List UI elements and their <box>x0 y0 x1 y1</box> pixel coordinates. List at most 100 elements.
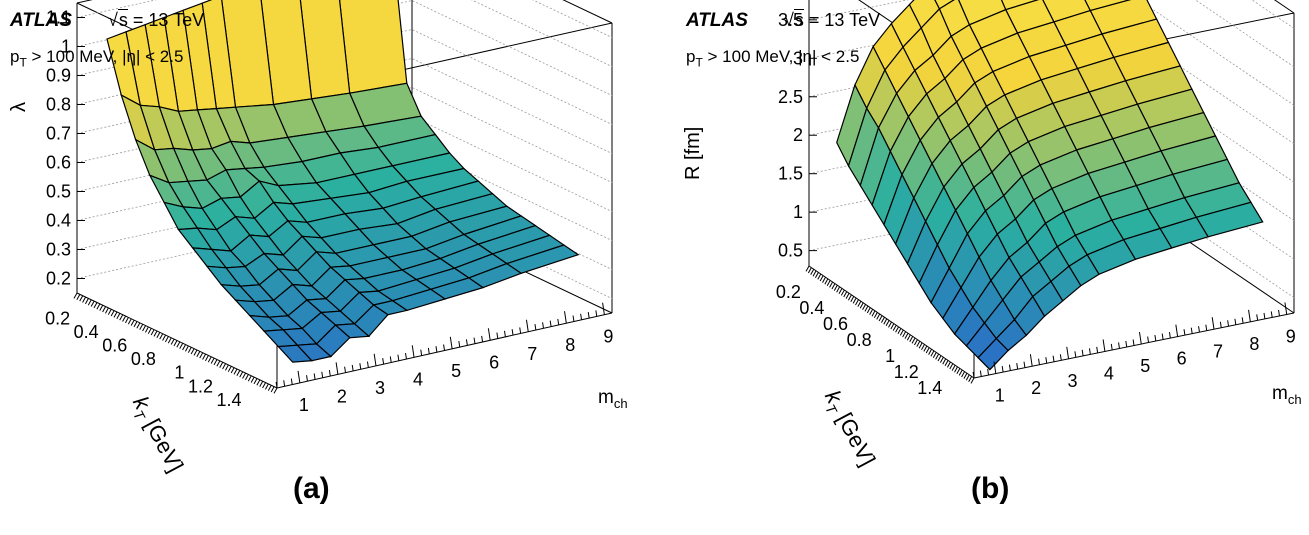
mch-tick <box>564 311 567 324</box>
mch-tick <box>572 315 575 322</box>
mch-tick <box>1016 363 1019 370</box>
mch-tick <box>1205 324 1208 331</box>
mch-tick <box>1045 357 1048 364</box>
mch-tick-label: 8 <box>565 335 575 355</box>
kt-tick <box>82 296 87 303</box>
kt-tick <box>167 337 172 344</box>
mch-tick <box>397 354 400 361</box>
mch-tick <box>1241 317 1244 324</box>
kt-tick <box>942 358 947 365</box>
kt-tick <box>928 348 933 355</box>
mch-tick <box>411 345 415 358</box>
mch-tick <box>290 378 293 385</box>
kt-tick-label: 0.6 <box>102 336 127 356</box>
kt-tick <box>199 352 204 359</box>
kt-tick <box>202 353 207 360</box>
mch-tick <box>1059 354 1062 361</box>
kt-tick <box>216 360 221 367</box>
box-right-top-edge <box>1273 0 1295 14</box>
kt-tick <box>871 310 876 317</box>
kt-tick <box>822 276 826 283</box>
kt-tick <box>819 275 824 282</box>
kt-tick <box>895 326 900 333</box>
plot-group: 0.20.30.40.50.60.70.80.911.10.20.40.60.8… <box>45 0 613 415</box>
kt-tick <box>196 351 201 357</box>
kt-tick <box>859 302 864 309</box>
kt-tick <box>866 307 871 314</box>
kt-tick <box>184 345 189 352</box>
kt-tick <box>949 363 954 370</box>
mch-tick <box>328 369 331 377</box>
kt-tick <box>944 360 949 367</box>
mch-tick <box>366 361 369 368</box>
kt-tick <box>880 316 885 323</box>
kt-tick <box>90 300 95 307</box>
kt-tick <box>909 336 914 343</box>
mch-tick-label: 9 <box>603 327 613 347</box>
mch-tick-label: 5 <box>451 361 461 381</box>
mch-tick <box>321 371 324 378</box>
kt-tick <box>904 332 909 339</box>
kt-tick <box>906 334 911 341</box>
atlas-label-a: ATLAS <box>10 10 72 31</box>
kt-tick <box>873 312 878 319</box>
atlas-label-b: ATLAS <box>686 10 748 31</box>
kt-tick <box>222 363 227 370</box>
mch-tick <box>587 312 590 319</box>
box-right-top-edge <box>562 0 613 24</box>
kt-tick <box>921 344 925 351</box>
kt-tick <box>963 372 968 379</box>
mch-sub-a: ch <box>613 395 628 411</box>
mch-tick <box>1248 309 1251 322</box>
mch-tick-label: 7 <box>1213 341 1223 361</box>
kt-tick <box>93 302 98 309</box>
mch-tick <box>344 366 347 373</box>
kt-tick <box>857 300 862 307</box>
mch-tick <box>1110 343 1113 351</box>
kt-tick-label: 1.2 <box>188 376 213 396</box>
mch-tick <box>1270 311 1273 318</box>
plot-group: 0.511.522.533.540.20.40.60.811.21.412345… <box>776 0 1296 406</box>
mch-tick-label: 3 <box>375 378 385 398</box>
kt-tick <box>107 309 112 315</box>
kt-tick <box>256 379 261 386</box>
caption-a: (a) <box>293 472 330 505</box>
kt-tick <box>899 329 904 336</box>
kt-tick <box>236 370 241 376</box>
z-tick-label: 1 <box>793 202 803 222</box>
kt-tick <box>250 376 255 383</box>
z-tick-label: 2.5 <box>778 87 803 107</box>
mch-tick-label: 3 <box>1068 371 1078 391</box>
z-tick-label: 3.5 <box>778 10 803 30</box>
mch-tick <box>979 370 982 377</box>
kt-tick <box>930 350 935 357</box>
kt-tick <box>852 297 857 304</box>
cuts-p-a: p <box>10 47 20 66</box>
mch-tick-label: 6 <box>489 352 499 372</box>
mch-tick <box>1023 361 1026 368</box>
kt-tick <box>878 315 883 322</box>
kt-tick <box>122 315 127 322</box>
kt-tick-label: 0.4 <box>799 298 824 318</box>
kt-tick <box>253 378 258 385</box>
kt-tick-label: 0.8 <box>847 330 872 350</box>
mch-tick <box>465 339 468 346</box>
kt-tick <box>951 364 956 371</box>
mch-tick <box>1219 321 1222 328</box>
kt-tick-label: 1.2 <box>894 362 919 382</box>
mch-tick <box>283 380 286 387</box>
mch-tick <box>542 322 544 329</box>
kt-tick <box>73 292 78 299</box>
mch-tick <box>602 302 605 315</box>
kt-tick <box>182 344 187 351</box>
mch-tick <box>972 371 975 379</box>
kt-tick <box>179 342 184 349</box>
mch-tick <box>1102 339 1106 352</box>
kt-tick <box>173 340 178 347</box>
z-tick-label: 0.2 <box>46 269 71 289</box>
kt-tick <box>224 364 229 371</box>
kt-tick <box>204 355 209 362</box>
kt-tick <box>890 323 895 330</box>
mch-tick <box>306 375 308 382</box>
mch-tick-label: 1 <box>299 395 309 415</box>
